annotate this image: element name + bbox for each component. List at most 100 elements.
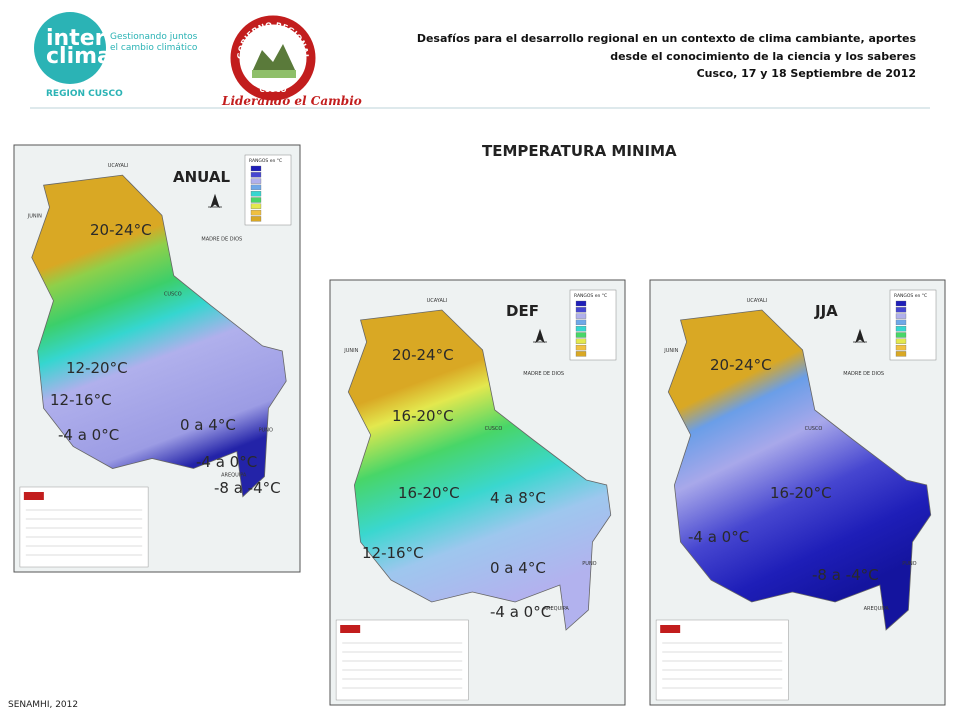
map-label: DEF <box>506 302 539 320</box>
info-box <box>19 486 149 568</box>
emblem-mountains <box>252 44 296 72</box>
place-name: AREQUIPA <box>544 606 570 612</box>
temperature-annotation: -8 a -4°C <box>812 566 879 584</box>
logo-circle <box>34 12 106 84</box>
tagline-line: el cambio climático <box>110 43 198 53</box>
legend-swatch <box>575 332 587 338</box>
place-name: MADRE DE DIOS <box>201 236 242 242</box>
source-note: SENAMHI, 2012 <box>8 700 79 710</box>
legend-swatch <box>575 326 587 332</box>
place-name: AREQUIPA <box>221 473 247 479</box>
legend-swatch <box>575 307 587 313</box>
info-logo <box>340 625 361 633</box>
legend-swatch <box>575 351 587 357</box>
event-line: desde el conocimiento de la ciencia y lo… <box>610 50 916 63</box>
place-name: MADRE DE DIOS <box>523 371 564 377</box>
temperature-annotation: 16-20°C <box>770 484 832 502</box>
temperature-annotation: 20-24°C <box>710 356 772 374</box>
temperature-annotation: -4 a 0°C <box>688 528 750 546</box>
temperature-annotation: -4 a 0°C <box>58 426 120 444</box>
event-line: Desafíos para el desarrollo regional en … <box>416 32 916 45</box>
temperature-annotation: -4 a 0°C <box>196 453 258 471</box>
temperature-annotation: 16-20°C <box>392 407 454 425</box>
temperature-annotation: 4 a 8°C <box>490 489 546 507</box>
map-label: JJA <box>815 302 838 320</box>
legend-swatch <box>250 216 262 222</box>
map-region <box>347 309 612 631</box>
event-line: Cusco, 17 y 18 Septiembre de 2012 <box>696 67 916 80</box>
legend-swatch <box>250 191 262 197</box>
legend-title: RANGOS en °C <box>574 293 607 299</box>
info-logo <box>660 625 681 633</box>
legend-swatch <box>895 313 907 319</box>
place-name: UCAYALI <box>427 298 448 304</box>
map-label: ANUAL <box>173 168 231 186</box>
legend-swatch <box>895 307 907 313</box>
legend-swatch <box>575 300 587 307</box>
legend-swatch <box>895 344 907 351</box>
legend-swatch <box>575 313 587 319</box>
legend-swatch <box>575 319 587 326</box>
slide-title: TEMPERATURA MINIMA <box>482 142 677 160</box>
place-name: UCAYALI <box>108 163 129 169</box>
info-logo <box>23 492 44 500</box>
place-name: MADRE DE DIOS <box>843 371 884 377</box>
legend-swatch <box>250 209 262 216</box>
temperature-annotation: -8 a -4°C <box>214 479 281 497</box>
legend-swatch <box>575 338 587 344</box>
logo-text: inter clima <box>46 26 112 69</box>
region-label: REGION CUSCO <box>46 89 123 99</box>
legend-swatch <box>250 178 262 184</box>
temperature-annotation: 0 a 4°C <box>180 416 236 434</box>
legend-title: RANGOS en °C <box>894 293 927 299</box>
place-name: PUNO <box>582 561 596 567</box>
temperature-annotation: 20-24°C <box>392 346 454 364</box>
legend-swatch <box>895 319 907 326</box>
legend-swatch <box>250 184 262 191</box>
temperature-annotation: 20-24°C <box>90 221 152 239</box>
logo-line: clima <box>46 44 112 69</box>
legend-swatch <box>895 338 907 344</box>
place-name: CUSCO <box>164 292 182 298</box>
place-name: JUNIN <box>663 348 678 354</box>
legend-swatch <box>250 165 262 172</box>
legend-swatch <box>250 197 262 203</box>
place-name: CUSCO <box>805 426 823 432</box>
place-name: PUNO <box>902 561 916 567</box>
north-arrow <box>208 193 222 209</box>
legend-swatch <box>575 344 587 351</box>
map-region <box>31 174 287 498</box>
logo-line: inter <box>46 26 106 51</box>
motto: Liderando el Cambio <box>222 94 362 108</box>
north-arrow <box>533 328 547 344</box>
info-box <box>655 619 789 701</box>
legend-swatch <box>250 172 262 178</box>
info-box <box>335 619 469 701</box>
map-region <box>667 309 932 631</box>
place-name: PUNO <box>259 427 273 433</box>
legend-swatch <box>895 300 907 307</box>
place-name: UCAYALI <box>747 298 768 304</box>
temperature-annotation: 12-16°C <box>50 391 112 409</box>
map: UCAYALI JUNIN MADRE DE DIOS CUSCO PUNO AREQUI… <box>649 279 946 706</box>
map: UCAYALI JUNIN MADRE DE DIOS CUSCO PUNO AREQUI… <box>329 279 626 706</box>
map: UCAYALI JUNIN MADRE DE DIOS CUSCO PUNO AREQUI… <box>13 144 301 573</box>
legend-swatch <box>250 203 262 209</box>
temperature-annotation: 12-16°C <box>362 544 424 562</box>
emblem-bottom-text: CUSCO <box>260 86 287 94</box>
logo-tagline: Gestionando juntos el cambio climático <box>110 32 197 54</box>
legend-swatch <box>895 351 907 357</box>
place-name: JUNIN <box>343 348 358 354</box>
tagline-line: Gestionando juntos <box>110 32 198 42</box>
place-name: JUNIN <box>27 213 42 219</box>
temperature-annotation: 0 a 4°C <box>490 559 546 577</box>
legend-title: RANGOS en °C <box>249 158 282 164</box>
place-name: AREQUIPA <box>864 606 890 612</box>
temperature-annotation: 12-20°C <box>66 359 128 377</box>
legend-swatch <box>895 332 907 338</box>
north-arrow <box>853 328 867 344</box>
place-name: CUSCO <box>485 426 503 432</box>
emblem-ring <box>230 15 316 101</box>
